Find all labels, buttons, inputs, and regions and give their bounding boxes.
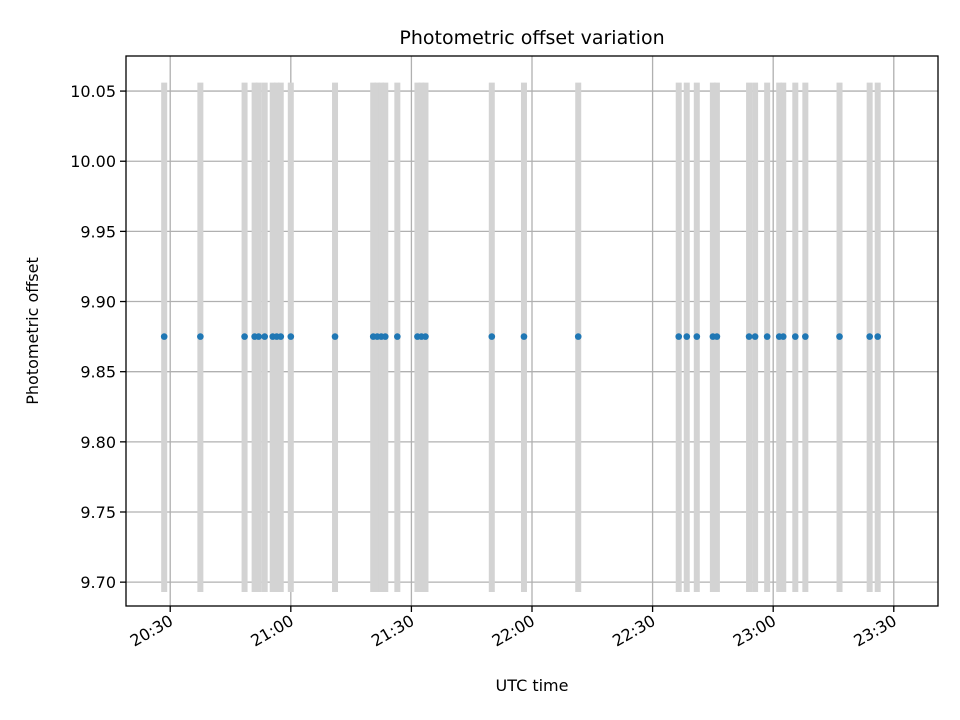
- data-point: [261, 333, 268, 340]
- y-tick-label: 9.85: [80, 363, 116, 382]
- data-point: [422, 333, 429, 340]
- data-point: [836, 333, 843, 340]
- y-axis-ticks: 9.70 9.75 9.80 9.85 9.90 9.95 10.00 10.05: [70, 82, 126, 592]
- data-point: [763, 333, 771, 340]
- data-point: [287, 333, 295, 340]
- y-tick-label: 9.70: [80, 573, 116, 592]
- data-point: [802, 333, 809, 340]
- x-axis-label: UTC time: [496, 676, 569, 695]
- y-axis-label: Photometric offset: [23, 257, 42, 405]
- y-tick-label: 10.05: [70, 82, 116, 101]
- data-point: [866, 333, 873, 340]
- data-point: [488, 333, 496, 340]
- data-point: [745, 333, 753, 340]
- y-tick-label: 9.90: [80, 293, 116, 312]
- data-point: [394, 333, 401, 340]
- data-point: [779, 333, 787, 340]
- chart-title: Photometric offset variation: [399, 27, 664, 49]
- data-point: [255, 333, 262, 340]
- data-point: [520, 333, 528, 340]
- y-tick-label: 9.80: [80, 433, 116, 452]
- data-point: [675, 333, 683, 340]
- data-point: [331, 333, 339, 340]
- data-point: [791, 333, 799, 340]
- data-point: [751, 333, 759, 340]
- data-points: [160, 333, 882, 340]
- data-point: [381, 333, 389, 340]
- data-point: [197, 333, 204, 340]
- data-point: [241, 333, 248, 340]
- data-point: [713, 333, 721, 340]
- data-point: [574, 333, 582, 340]
- data-point: [277, 333, 285, 340]
- y-tick-label: 9.75: [80, 503, 116, 522]
- y-tick-label: 10.00: [70, 152, 116, 171]
- y-tick-label: 9.95: [80, 222, 116, 241]
- data-point: [693, 333, 701, 340]
- data-point: [160, 333, 168, 340]
- data-point: [683, 333, 691, 340]
- data-point: [874, 333, 882, 340]
